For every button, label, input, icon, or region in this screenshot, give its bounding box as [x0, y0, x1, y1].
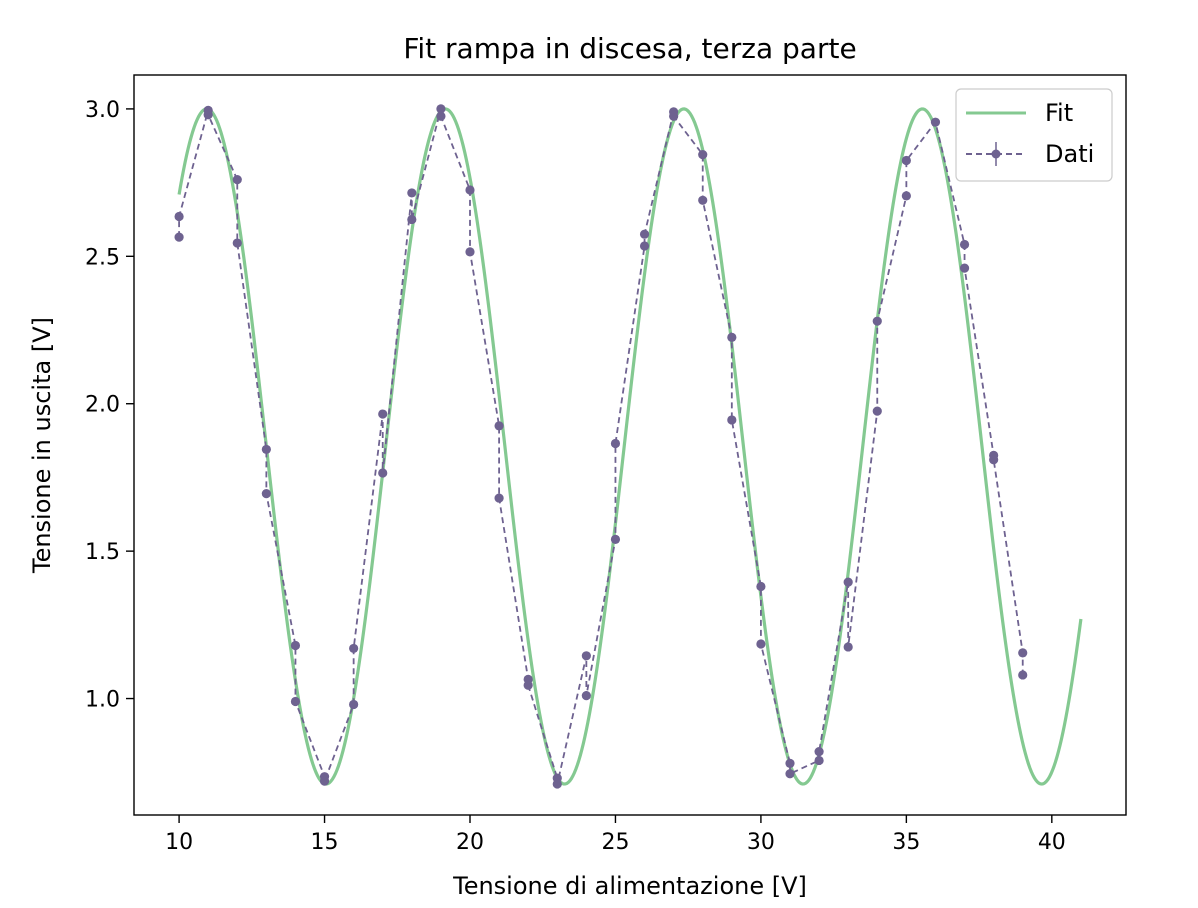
y-tick-label: 3.0 — [85, 98, 120, 123]
dati-point — [785, 769, 795, 779]
dati-point — [465, 247, 475, 257]
dati-point — [174, 232, 184, 242]
dati-point — [959, 263, 970, 273]
x-tick-label: 30 — [747, 830, 775, 855]
chart-title: Fit rampa in discesa, terza parte — [403, 32, 856, 65]
dati-point — [552, 779, 562, 789]
y-tick-label: 1.0 — [85, 688, 120, 713]
dati-point — [290, 640, 301, 651]
y-tick-label: 2.0 — [85, 393, 120, 418]
dati-point — [581, 691, 591, 701]
fit-layer — [177, 107, 1083, 786]
dati-point — [610, 534, 621, 544]
dati-point — [610, 438, 621, 449]
legend-dati-label: Dati — [1045, 140, 1094, 168]
dati-point — [349, 643, 359, 654]
dati-point — [698, 195, 708, 205]
dati-point — [1018, 648, 1028, 658]
dati-point — [407, 188, 417, 198]
dati-point — [523, 680, 533, 690]
dati-point — [872, 316, 882, 326]
dati-point — [174, 211, 184, 222]
x-tick-label: 15 — [311, 830, 339, 855]
dati-point — [349, 699, 359, 710]
data-layer — [174, 104, 1028, 789]
y-axis: 1.0 1.5 2.0 2.5 3.0 — [85, 98, 134, 713]
x-tick-label: 40 — [1038, 830, 1066, 855]
dati-point — [261, 444, 271, 455]
dati-point — [843, 642, 853, 652]
legend-fit-label: Fit — [1045, 99, 1073, 127]
dati-point — [727, 415, 737, 425]
legend-dati-marker — [991, 149, 1001, 159]
plot-area — [133, 74, 1127, 816]
dati-point — [378, 409, 388, 419]
dati-point — [989, 455, 999, 465]
dati-point — [319, 776, 330, 786]
dati-point — [727, 332, 737, 342]
y-axis-label: Tensione in uscita [V] — [28, 317, 56, 574]
dati-point — [639, 241, 650, 251]
dati-point — [901, 155, 911, 166]
dati-point — [901, 191, 911, 201]
x-tick-label: 20 — [456, 830, 484, 855]
dati-point — [232, 175, 242, 185]
y-tick-label: 1.5 — [85, 540, 120, 565]
dati-point — [814, 747, 824, 757]
legend: Fit Dati — [955, 88, 1113, 182]
dati-point — [232, 238, 242, 248]
x-tick-label: 10 — [165, 830, 193, 855]
dati-point — [872, 406, 882, 416]
x-axis: 10 15 20 25 30 35 40 — [165, 815, 1066, 855]
dati-point — [698, 150, 708, 160]
fit-curve — [177, 107, 1083, 786]
x-tick-label: 25 — [601, 830, 629, 855]
dati-point — [436, 104, 446, 114]
dati-point — [581, 651, 591, 661]
plot-frame — [133, 74, 1127, 816]
dati-point — [785, 758, 795, 769]
dati-point — [494, 493, 504, 503]
dati-point — [407, 214, 417, 225]
plot-frame-bg — [134, 75, 1126, 815]
dati-point — [1018, 670, 1028, 680]
dati-point — [378, 468, 388, 478]
dati-point — [959, 239, 970, 250]
dati-point — [290, 696, 301, 707]
dati-point — [261, 489, 271, 499]
dati-point — [756, 639, 766, 649]
y-tick-label: 2.5 — [85, 245, 120, 270]
x-axis-label: Tensione di alimentazione [V] — [452, 872, 807, 900]
dati-point — [843, 577, 853, 587]
dati-point — [203, 110, 213, 120]
dati-point — [814, 755, 824, 766]
dati-point — [669, 111, 679, 121]
dati-point — [465, 185, 475, 195]
dati-point — [494, 421, 504, 431]
dati-point — [436, 111, 446, 121]
dati-point — [930, 117, 941, 127]
x-tick-label: 35 — [892, 830, 920, 855]
dati-point — [639, 229, 650, 239]
dati-point — [756, 581, 766, 592]
